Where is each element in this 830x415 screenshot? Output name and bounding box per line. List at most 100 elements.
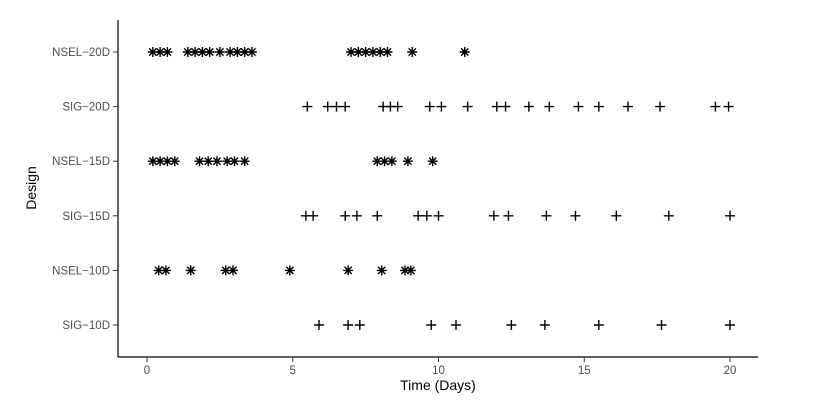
- asterisk-point: [399, 265, 410, 276]
- plus-point: [539, 320, 550, 330]
- asterisk-point: [227, 265, 238, 276]
- asterisk-point: [382, 47, 393, 57]
- asterisk-point: [360, 47, 371, 57]
- series-nsel-10d: [153, 265, 416, 276]
- asterisk-point: [203, 156, 214, 167]
- plus-point: [488, 210, 499, 221]
- y-axis-ticks: SIG−10D NSEL−10D SIG−15D NSEL−15D SIG−20D NSE…: [52, 47, 118, 332]
- plus-point: [450, 320, 461, 330]
- x-axis-ticks: 0 5 10 15 20: [144, 357, 737, 377]
- plus-point: [710, 101, 721, 112]
- asterisk-point: [353, 47, 364, 57]
- plus-point: [462, 101, 473, 112]
- asterisk-point: [153, 265, 164, 276]
- asterisk-point: [379, 156, 390, 167]
- plus-point: [424, 101, 435, 112]
- plus-point: [593, 320, 604, 330]
- x-tick-label: 20: [724, 365, 737, 377]
- series-nsel-15d: [147, 156, 438, 167]
- plus-point: [322, 101, 333, 112]
- asterisk-point: [190, 47, 201, 57]
- plus-point: [570, 210, 581, 221]
- y-tick-label: SIG−15D: [62, 211, 110, 223]
- asterisk-point: [372, 156, 383, 167]
- asterisk-point: [225, 47, 236, 57]
- plus-point: [302, 101, 313, 112]
- asterisk-point: [162, 47, 173, 57]
- plus-point: [611, 210, 622, 221]
- asterisk-point: [182, 47, 193, 57]
- x-tick-label: 5: [290, 365, 296, 377]
- asterisk-point: [211, 156, 222, 167]
- asterisk-point: [459, 47, 470, 57]
- asterisk-point: [204, 47, 215, 57]
- asterisk-point: [160, 265, 171, 276]
- asterisk-point: [169, 156, 180, 167]
- x-tick-label: 10: [432, 365, 445, 377]
- asterisk-point: [427, 156, 438, 167]
- asterisk-point: [232, 47, 243, 57]
- asterisk-point: [386, 156, 397, 167]
- asterisk-point: [405, 265, 416, 276]
- asterisk-point: [162, 156, 173, 167]
- plus-point: [392, 101, 403, 112]
- asterisk-point: [222, 156, 233, 167]
- asterisk-point: [155, 47, 166, 57]
- plus-point: [426, 320, 437, 330]
- plus-point: [725, 210, 735, 221]
- plus-point: [544, 101, 555, 112]
- plus-point: [663, 210, 674, 221]
- asterisk-point: [246, 47, 257, 57]
- asterisk-point: [402, 156, 413, 167]
- plus-point: [413, 210, 424, 221]
- x-tick-label: 15: [578, 365, 591, 377]
- plus-point: [723, 101, 734, 112]
- plus-point: [503, 210, 514, 221]
- asterisk-point: [407, 47, 418, 57]
- asterisk-point: [147, 47, 158, 57]
- asterisk-point: [155, 156, 166, 167]
- asterisk-point: [284, 265, 295, 276]
- y-tick-label: SIG−10D: [62, 320, 110, 332]
- asterisk-point: [220, 265, 231, 276]
- plus-point: [500, 101, 511, 112]
- plus-point: [372, 210, 383, 221]
- asterisk-point: [194, 156, 205, 167]
- series-sig-15d: [300, 210, 735, 221]
- plus-point: [340, 101, 351, 112]
- axes: [117, 20, 758, 358]
- asterisk-point: [367, 47, 378, 57]
- plus-point: [523, 101, 534, 112]
- plus-point: [340, 210, 351, 221]
- plus-point: [436, 101, 447, 112]
- plus-point: [655, 101, 666, 112]
- y-tick-label: NSEL−20D: [52, 47, 110, 59]
- plus-point: [351, 210, 362, 221]
- asterisk-point: [376, 265, 387, 276]
- asterisk-point: [185, 265, 196, 276]
- y-tick-label: NSEL−15D: [52, 156, 110, 168]
- series-sig-10d: [313, 320, 735, 330]
- plus-point: [421, 210, 432, 221]
- asterisk-point: [346, 47, 357, 57]
- plus-point: [725, 320, 735, 330]
- y-tick-label: NSEL−10D: [52, 265, 110, 277]
- plus-point: [656, 320, 667, 330]
- plus-point: [573, 101, 584, 112]
- plus-point: [331, 101, 342, 112]
- plus-point: [622, 101, 633, 112]
- plot-area: [147, 47, 735, 330]
- plus-point: [491, 101, 502, 112]
- plus-point: [506, 320, 517, 330]
- x-tick-label: 0: [144, 365, 150, 377]
- asterisk-point: [239, 156, 250, 167]
- series-nsel-20d: [147, 47, 470, 57]
- plus-point: [433, 210, 444, 221]
- asterisk-point: [197, 47, 208, 57]
- plus-point: [313, 320, 324, 330]
- plus-point: [354, 320, 365, 330]
- plus-point: [541, 210, 552, 221]
- plus-point: [308, 210, 319, 221]
- plus-point: [343, 320, 354, 330]
